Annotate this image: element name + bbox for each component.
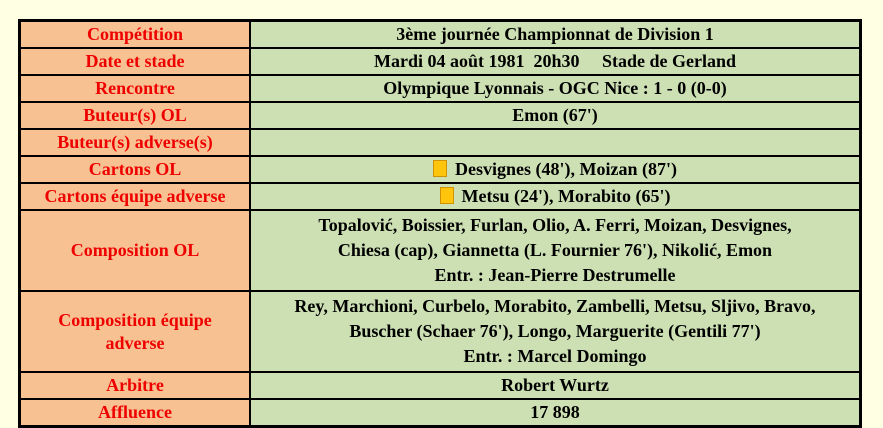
- cartons-adverse-label: Cartons équipe adverse: [18, 182, 251, 211]
- rencontre-value: Olympique Lyonnais - OGC Nice : 1 - 0 (0…: [249, 74, 862, 103]
- row-arbitre: Arbitre Robert Wurtz: [18, 371, 862, 400]
- affluence-value: 17 898: [249, 398, 862, 428]
- cartons-ol-value: Desvignes (48'), Moizan (87'): [249, 155, 862, 184]
- date-stade-label: Date et stade: [18, 47, 251, 76]
- arbitre-label: Arbitre: [18, 371, 251, 400]
- cartons-ol-value-text: Desvignes (48'), Moizan (87'): [455, 159, 677, 179]
- buteurs-ol-value: Emon (67'): [249, 101, 862, 130]
- row-cartons-ol: Cartons OL Desvignes (48'), Moizan (87'): [18, 155, 862, 184]
- row-composition-adverse: Composition équipe adverse Rey, Marchion…: [18, 290, 862, 373]
- row-buteurs-ol: Buteur(s) OL Emon (67'): [18, 101, 862, 130]
- rencontre-label: Rencontre: [18, 74, 251, 103]
- composition-adverse-label: Composition équipe adverse: [18, 290, 251, 373]
- composition-adverse-value: Rey, Marchioni, Curbelo, Morabito, Zambe…: [249, 290, 862, 373]
- affluence-value-text: 17 898: [530, 402, 580, 422]
- row-date-stade: Date et stade Mardi 04 août 1981 20h30 S…: [18, 47, 862, 76]
- cartons-ol-label: Cartons OL: [18, 155, 251, 184]
- row-competition: Compétition 3ème journée Championnat de …: [18, 19, 862, 49]
- arbitre-value: Robert Wurtz: [249, 371, 862, 400]
- cartons-adverse-value-text: Metsu (24'), Morabito (65'): [461, 186, 671, 206]
- page: { "page": { "background_color": "#ffffe3…: [18, 19, 862, 428]
- composition-adverse-line-2: Buscher (Schaer 76'), Longo, Marguerite …: [349, 321, 761, 341]
- buteurs-adverse-value: [249, 128, 862, 157]
- match-info-table: Compétition 3ème journée Championnat de …: [18, 19, 862, 428]
- buteurs-ol-label: Buteur(s) OL: [18, 101, 251, 130]
- row-cartons-adverse: Cartons équipe adverse Metsu (24'), Mora…: [18, 182, 862, 211]
- rencontre-value-text: Olympique Lyonnais - OGC Nice : 1 - 0 (0…: [383, 78, 727, 98]
- row-buteurs-adverse: Buteur(s) adverse(s): [18, 128, 862, 157]
- composition-ol-line-1: Topalović, Boissier, Furlan, Olio, A. Fe…: [318, 215, 792, 235]
- composition-adverse-line-1: Rey, Marchioni, Curbelo, Morabito, Zambe…: [294, 296, 816, 316]
- composition-adverse-line-3: Entr. : Marcel Domingo: [463, 346, 647, 366]
- row-composition-ol: Composition OL Topalović, Boissier, Furl…: [18, 209, 862, 292]
- buteurs-adverse-label: Buteur(s) adverse(s): [18, 128, 251, 157]
- yellow-card-icon: [439, 187, 454, 204]
- composition-ol-line-2: Chiesa (cap), Giannetta (L. Fournier 76'…: [337, 240, 773, 260]
- arbitre-value-text: Robert Wurtz: [501, 375, 609, 395]
- composition-ol-value: Topalović, Boissier, Furlan, Olio, A. Fe…: [249, 209, 862, 292]
- cartons-adverse-value: Metsu (24'), Morabito (65'): [249, 182, 862, 211]
- competition-label: Compétition: [18, 19, 251, 49]
- match-info-table-container: Compétition 3ème journée Championnat de …: [18, 19, 862, 428]
- row-rencontre: Rencontre Olympique Lyonnais - OGC Nice …: [18, 74, 862, 103]
- date-stade-value: Mardi 04 août 1981 20h30 Stade de Gerlan…: [249, 47, 862, 76]
- buteurs-ol-value-text: Emon (67'): [512, 105, 598, 125]
- date-stade-value-text: Mardi 04 août 1981 20h30 Stade de Gerlan…: [373, 51, 736, 71]
- competition-value-text: 3ème journée Championnat de Division 1: [396, 24, 714, 44]
- composition-ol-line-3: Entr. : Jean-Pierre Destrumelle: [434, 265, 676, 285]
- competition-value: 3ème journée Championnat de Division 1: [249, 19, 862, 49]
- yellow-card-icon: [433, 160, 448, 177]
- affluence-label: Affluence: [18, 398, 251, 428]
- composition-ol-label: Composition OL: [18, 209, 251, 292]
- row-affluence: Affluence 17 898: [18, 398, 862, 428]
